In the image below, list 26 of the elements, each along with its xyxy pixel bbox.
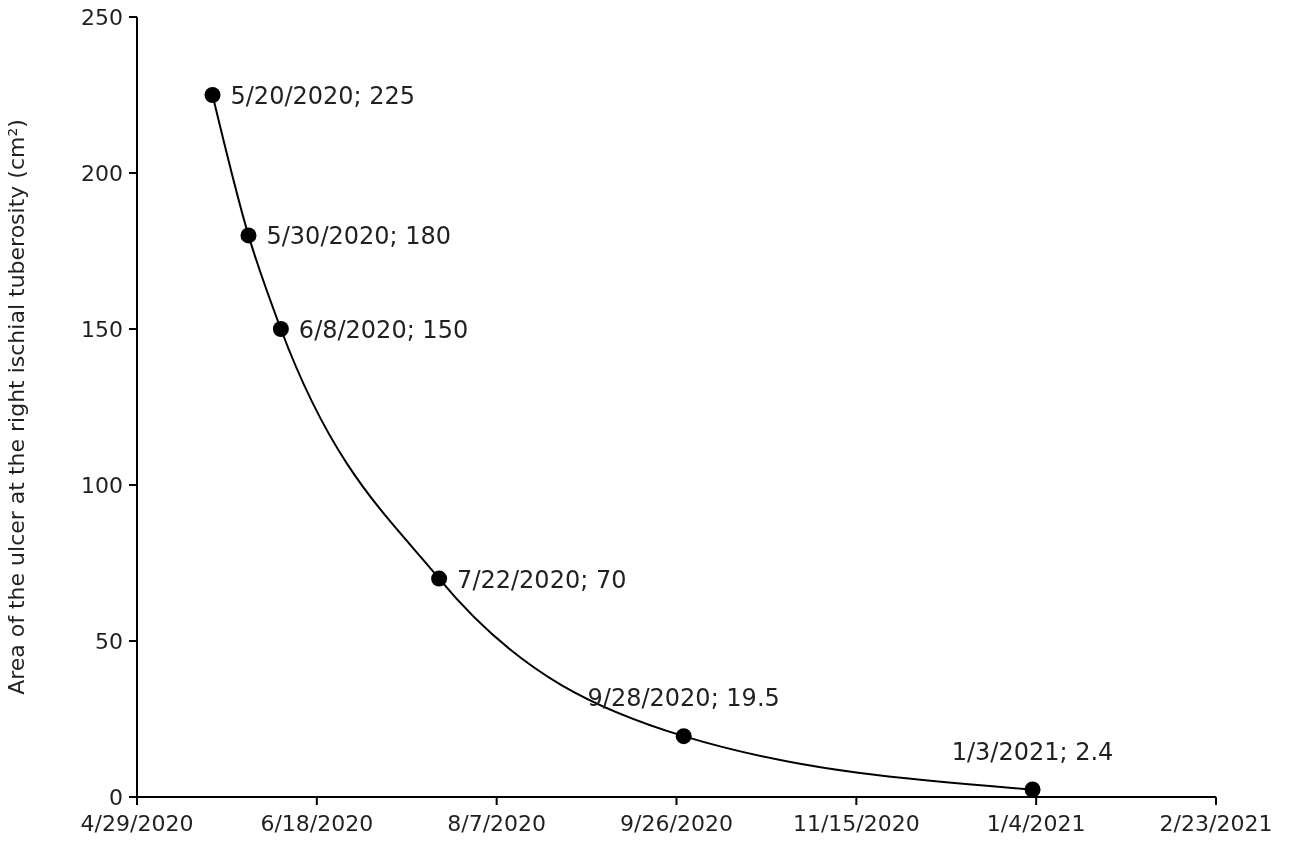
point <box>431 570 448 587</box>
y-tick-label: 0 <box>109 785 123 810</box>
x-tick-label: 9/26/2020 <box>620 811 733 836</box>
data-label: 5/30/2020; 180 <box>266 222 452 251</box>
point <box>204 87 221 103</box>
y-tick-label: 50 <box>95 629 123 654</box>
point <box>272 321 289 337</box>
y-axis-title: Area of the ulcer at the right ischial tuberosity (cm²) <box>4 119 29 695</box>
x-tick-label: 1/4/2021 <box>986 811 1086 836</box>
data-label: 7/22/2020; 70 <box>457 565 627 594</box>
x-tick-label: 6/18/2020 <box>260 811 374 836</box>
y-tick-label: 250 <box>81 5 123 30</box>
data-label: 9/28/2020; 19.5 <box>587 684 780 713</box>
data-label: 6/8/2020; 150 <box>298 316 469 344</box>
data-label: 1/3/2021; 2.4 <box>951 737 1114 766</box>
point <box>240 227 257 244</box>
x-tick-label: 4/29/2020 <box>80 811 194 836</box>
x-tick-label: 2/23/2021 <box>1159 811 1273 836</box>
y-tick-label: 100 <box>81 473 123 498</box>
x-tick-label: 8/7/2020 <box>447 811 547 836</box>
point <box>675 728 692 745</box>
point <box>1024 781 1041 798</box>
y-tick-label: 200 <box>81 161 123 186</box>
x-tick-label: 11/15/2020 <box>792 811 920 836</box>
data-label: 5/20/2020; 225 <box>230 82 416 110</box>
y-tick-label: 150 <box>81 317 123 342</box>
